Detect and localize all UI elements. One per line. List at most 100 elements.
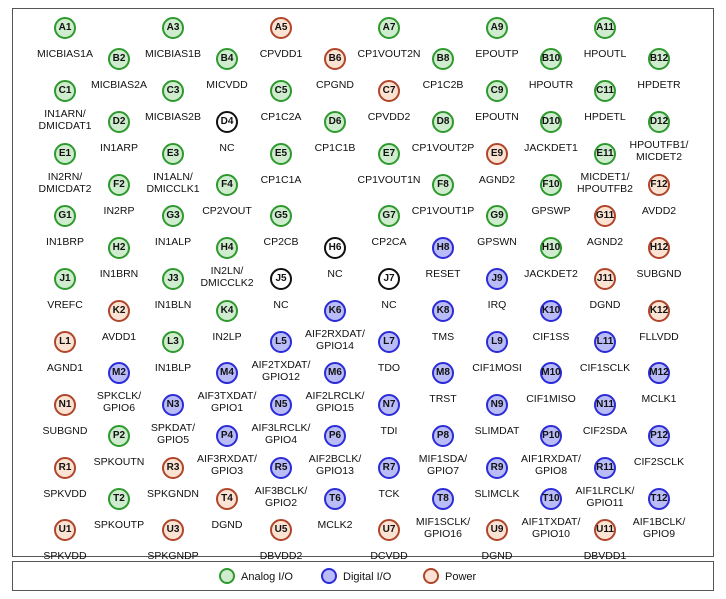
- ball-b10: B10: [540, 48, 562, 71]
- ball-n3: N3: [162, 393, 184, 416]
- ball-label-l7: TDO: [377, 362, 401, 374]
- ball-u1: U1: [54, 519, 76, 542]
- ball-label-p2: SPKOUTN: [93, 456, 145, 469]
- ball-l11: L11: [594, 331, 616, 353]
- power-legend-swatch: [423, 568, 439, 584]
- ball-r1: R1: [54, 456, 76, 479]
- ball-label-h4: IN2LN/DMICCLK2: [200, 264, 254, 289]
- ball-label-e3: IN1ALN/DMICCLK1: [146, 170, 200, 195]
- ball-label-n11: CIF2SDA: [582, 424, 628, 437]
- ball-label-a1: MICBIAS1A: [36, 48, 94, 60]
- ball-label-h10: JACKDET2: [524, 267, 578, 280]
- ball-label-l5: AIF2TXDAT/GPIO12: [251, 359, 311, 383]
- ball-a5: A5: [270, 17, 292, 39]
- ball-r7: R7: [378, 456, 400, 479]
- ball-r9: R9: [486, 456, 508, 479]
- ball-k6: K6: [324, 299, 346, 322]
- ball-a7: A7: [378, 17, 400, 39]
- ball-label-b2: MICBIAS2A: [90, 79, 148, 92]
- ball-label-t4: DGND: [211, 519, 243, 531]
- ball-label-t6: MCLK2: [317, 519, 353, 531]
- ball-label-k6: AIF2RXDAT/GPIO14: [305, 327, 365, 352]
- ball-d12: D12: [648, 111, 670, 134]
- ball-label-r1: SPKVDD: [43, 487, 87, 500]
- ball-label-c3: MICBIAS2B: [144, 110, 202, 123]
- ball-t6: T6: [324, 488, 346, 510]
- ball-label-k2: AVDD1: [101, 330, 137, 343]
- ball-label-a7: CP1VOUT2N: [357, 48, 421, 60]
- ball-label-u5: DBVDD2: [259, 550, 303, 563]
- ball-n7: N7: [378, 393, 400, 416]
- ball-label-c5: CP1C2A: [260, 110, 302, 123]
- ball-d10: D10: [540, 111, 562, 134]
- ball-j5: J5: [270, 268, 292, 291]
- ball-n5: N5: [270, 393, 292, 416]
- ball-label-h8: RESET: [425, 267, 461, 280]
- analog-legend-label: Analog I/O: [241, 571, 293, 583]
- ball-label-d12: HPOUTFB1/MICDET2: [629, 139, 689, 164]
- ball-label-g9: GPSWN: [477, 236, 517, 249]
- ball-g11: G11: [594, 205, 616, 228]
- ball-label-g11: AGND2: [586, 236, 624, 249]
- ball-l7: L7: [378, 331, 400, 353]
- ball-p2: P2: [108, 425, 130, 448]
- ball-u7: U7: [378, 519, 400, 542]
- ball-label-e9: AGND2: [478, 173, 516, 186]
- ball-g9: G9: [486, 205, 508, 228]
- ball-h2: H2: [108, 236, 130, 259]
- ball-t10: T10: [540, 488, 562, 510]
- ball-j1: J1: [54, 268, 76, 291]
- ball-label-f4: CP2VOUT: [202, 205, 252, 217]
- ball-j11: J11: [594, 268, 616, 291]
- ball-u11: U11: [594, 519, 616, 542]
- ball-u3: U3: [162, 519, 184, 542]
- ball-label-t8: MIF1SCLK/GPIO16: [415, 516, 471, 540]
- ball-label-u7: DCVDD: [370, 550, 408, 563]
- ball-c1: C1: [54, 79, 76, 102]
- ball-c7: C7: [378, 79, 400, 102]
- ball-label-c11: HPDETL: [584, 110, 626, 123]
- ball-label-j5: NC: [273, 299, 289, 312]
- ball-label-n7: TDI: [380, 424, 398, 437]
- ball-label-l11: CIF1SCLK: [579, 362, 631, 374]
- ball-e9: E9: [486, 142, 508, 165]
- analog-legend-swatch: [219, 568, 235, 584]
- ball-d4: D4: [216, 111, 238, 134]
- ball-label-g5: CP2CB: [263, 236, 299, 249]
- ball-f4: F4: [216, 174, 238, 196]
- ball-label-j3: IN1BLN: [154, 299, 192, 312]
- ball-b2: B2: [108, 48, 130, 71]
- ball-label-m4: AIF3TXDAT/GPIO1: [197, 390, 257, 415]
- ball-label-u9: DGND: [481, 550, 513, 563]
- ball-p8: P8: [432, 425, 454, 448]
- ball-u5: U5: [270, 519, 292, 542]
- ball-label-f10: GPSWP: [531, 205, 571, 217]
- ball-k10: K10: [540, 299, 562, 322]
- ball-p4: P4: [216, 425, 238, 448]
- ball-label-h6: NC: [327, 267, 343, 280]
- ball-label-e7: CP1VOUT1N: [357, 173, 421, 186]
- ball-b4: B4: [216, 48, 238, 71]
- ball-label-g1: IN1BRP: [46, 236, 84, 249]
- ball-e7: E7: [378, 142, 400, 165]
- ball-j7: J7: [378, 268, 400, 291]
- ball-label-g3: IN1ALP: [154, 236, 192, 249]
- ball-d8: D8: [432, 111, 454, 134]
- ball-label-f8: CP1VOUT1P: [411, 205, 475, 217]
- ball-label-a5: CPVDD1: [259, 48, 303, 60]
- ball-label-d6: CP1C1B: [314, 142, 356, 155]
- ball-m12: M12: [648, 362, 670, 385]
- ball-k12: K12: [648, 299, 670, 322]
- ball-m8: M8: [432, 362, 454, 385]
- ball-h4: H4: [216, 236, 238, 259]
- ball-label-k10: CIF1SS: [532, 330, 570, 343]
- ball-t8: T8: [432, 488, 454, 510]
- ball-label-p10: AIF1RXDAT/GPIO8: [521, 453, 581, 478]
- ball-label-n9: SLIMDAT: [474, 424, 520, 437]
- digital-legend-swatch: [321, 568, 337, 584]
- ball-h6: H6: [324, 236, 346, 259]
- ball-m2: M2: [108, 362, 130, 385]
- ball-m4: M4: [216, 362, 238, 385]
- ball-r5: R5: [270, 456, 292, 479]
